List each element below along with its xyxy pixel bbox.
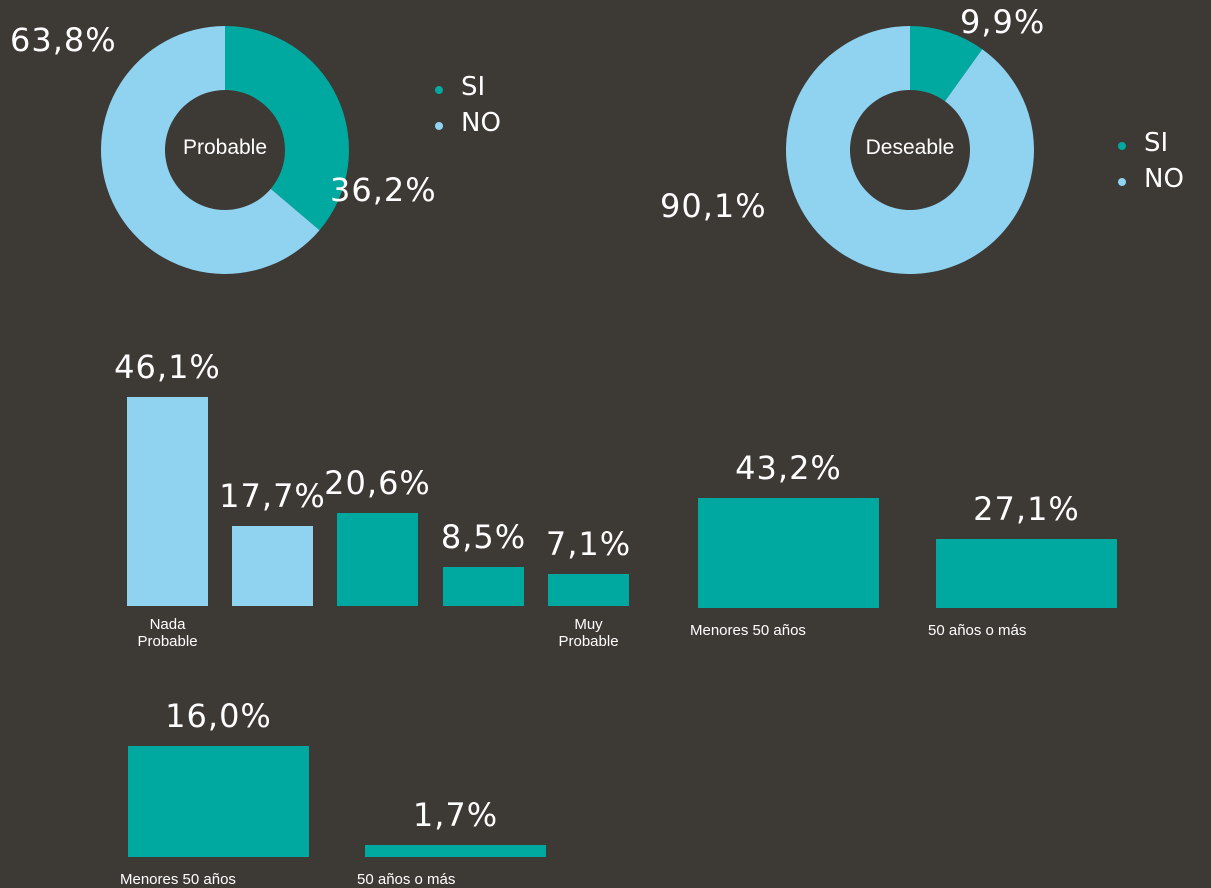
bar <box>128 746 309 857</box>
value-label: 43,2% <box>735 449 842 487</box>
bar <box>127 397 208 606</box>
category-label: Menores 50 años <box>120 871 236 888</box>
bar <box>698 498 879 608</box>
value-label: 46,1% <box>114 348 221 386</box>
category-label: Nada Probable <box>137 616 198 650</box>
value-label: 16,0% <box>165 697 272 735</box>
donut-slice <box>100 26 320 274</box>
legend-label: SI <box>461 72 486 102</box>
value-label: 63,8% <box>10 21 117 59</box>
value-label: 36,2% <box>330 171 437 209</box>
value-label: 1,7% <box>412 796 499 835</box>
bar <box>337 512 418 606</box>
value-label: 7,1% <box>545 524 632 563</box>
legend-marker <box>1118 142 1126 150</box>
bar <box>365 845 546 857</box>
legend-marker <box>435 122 443 130</box>
donut-center-label: Probable <box>182 136 268 159</box>
donut-slice <box>910 26 983 102</box>
value-label: 90,1% <box>660 187 767 225</box>
category-label: 50 años o más <box>357 871 456 888</box>
value-label: 17,7% <box>219 476 326 515</box>
legend-label: NO <box>1144 164 1184 194</box>
donut-center-label: Deseable <box>865 136 955 159</box>
value-label: 9,9% <box>960 3 1046 41</box>
value-label: 27,1% <box>973 489 1080 528</box>
donut-slice <box>785 26 1034 274</box>
category-label: 50 años o más <box>928 622 1027 639</box>
value-label: 20,6% <box>324 463 431 502</box>
category-label: Menores 50 años <box>690 622 806 639</box>
bar <box>232 525 313 606</box>
legend-marker <box>1118 178 1126 186</box>
category-label: Muy Probable <box>558 616 619 650</box>
donut-slice <box>225 26 349 231</box>
legend-marker <box>435 86 443 94</box>
bar <box>548 573 629 606</box>
bar <box>936 538 1117 608</box>
bar <box>443 567 524 606</box>
legend-label: NO <box>461 108 501 138</box>
value-label: 8,5% <box>440 518 527 557</box>
legend-label: SI <box>1144 128 1169 158</box>
